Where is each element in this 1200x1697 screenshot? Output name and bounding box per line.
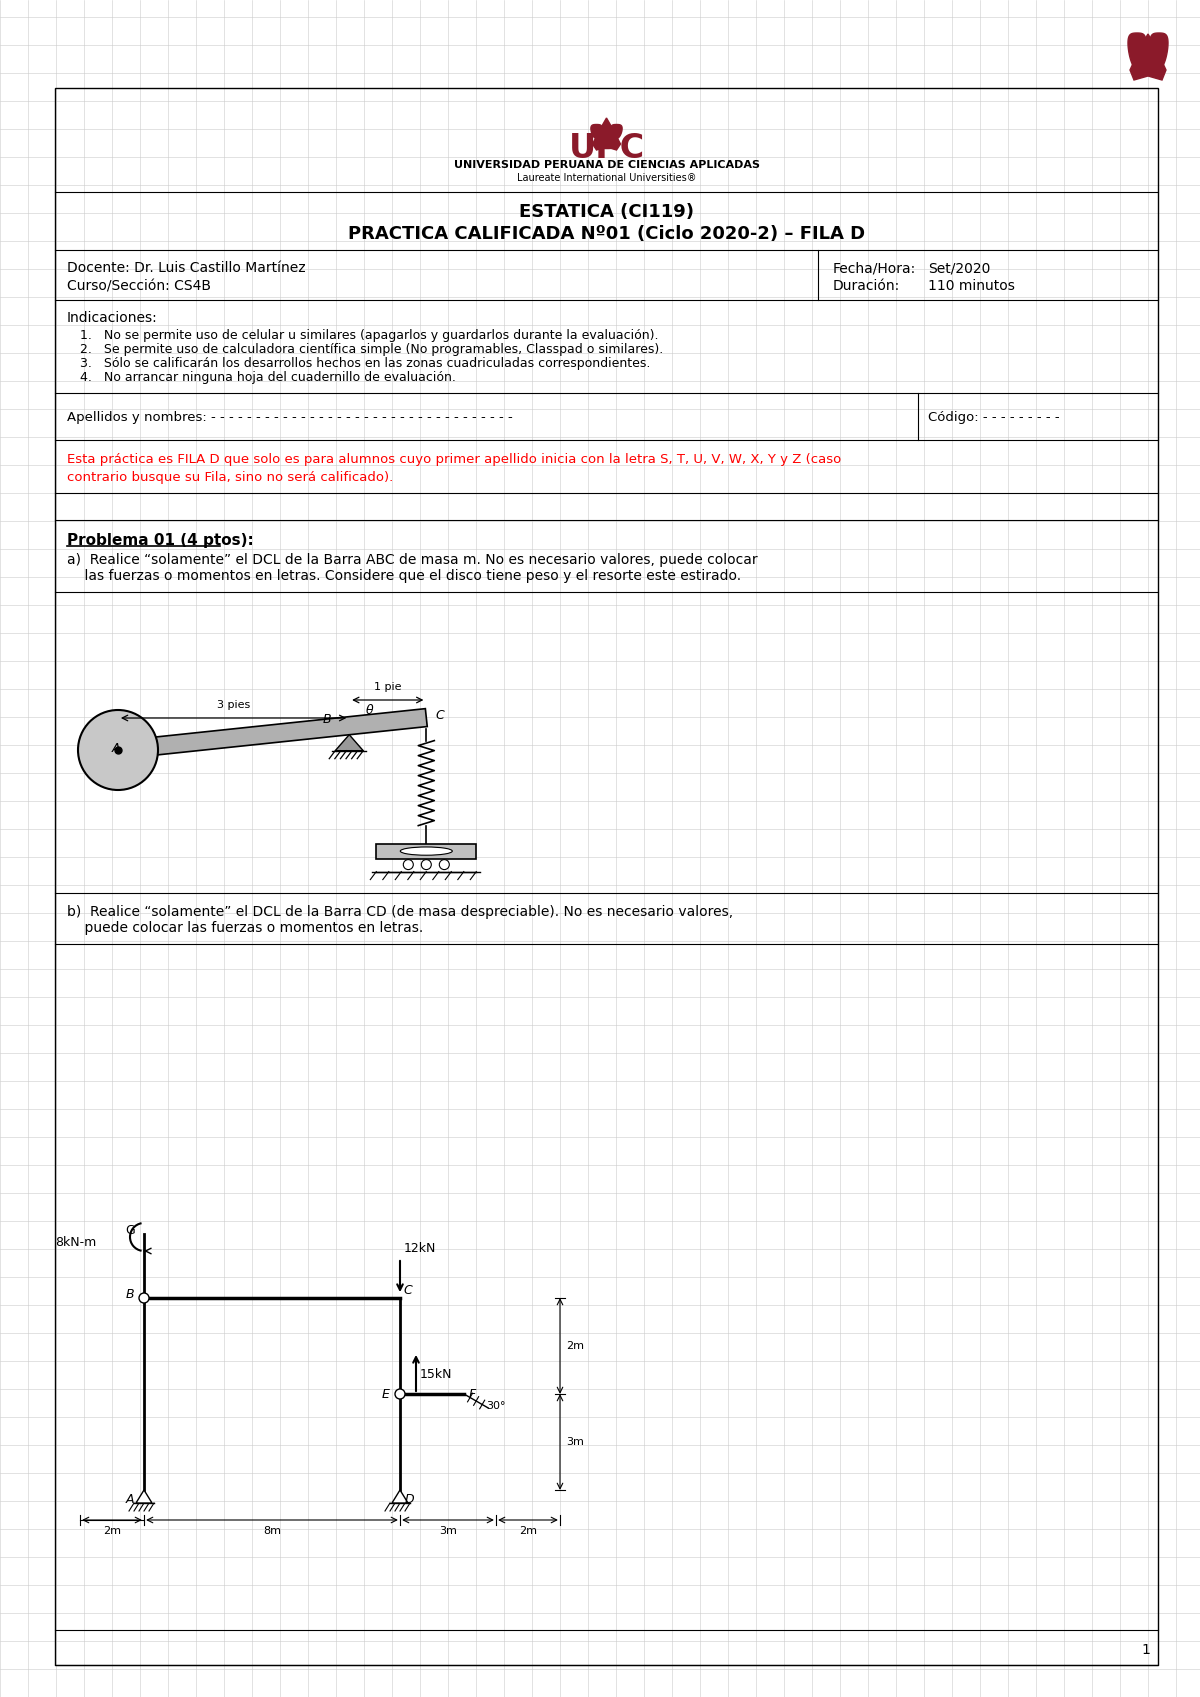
Text: 8kN-m: 8kN-m: [55, 1235, 96, 1249]
Text: A: A: [126, 1493, 134, 1505]
Text: B: B: [126, 1288, 134, 1302]
Circle shape: [439, 860, 449, 869]
Text: las fuerzas o momentos en letras. Considere que el disco tiene peso y el resorte: las fuerzas o momentos en letras. Consid…: [67, 568, 742, 584]
Text: 3.   Sólo se calificarán los desarrollos hechos en las zonas cuadriculadas corre: 3. Sólo se calificarán los desarrollos h…: [80, 358, 650, 370]
Ellipse shape: [401, 847, 452, 855]
Text: 2.   Se permite uso de calculadora científica simple (No programables, Classpad : 2. Se permite uso de calculadora científ…: [80, 343, 664, 356]
Polygon shape: [136, 1490, 152, 1504]
Polygon shape: [1150, 32, 1168, 70]
Text: 8m: 8m: [263, 1526, 281, 1536]
Text: UNIVERSIDAD PERUANA DE CIENCIAS APLICADAS: UNIVERSIDAD PERUANA DE CIENCIAS APLICADA…: [454, 160, 760, 170]
Text: PRACTICA CALIFICADA Nº01 (Ciclo 2020-2) – FILA D: PRACTICA CALIFICADA Nº01 (Ciclo 2020-2) …: [348, 226, 865, 243]
Text: UPC: UPC: [569, 131, 644, 165]
Text: 4.   No arrancar ninguna hoja del cuadernillo de evaluación.: 4. No arrancar ninguna hoja del cuaderni…: [80, 372, 456, 385]
Text: Apellidos y nombres: - - - - - - - - - - - - - - - - - - - - - - - - - - - - - -: Apellidos y nombres: - - - - - - - - - -…: [67, 411, 517, 424]
Circle shape: [78, 709, 158, 791]
Text: Problema 01 (4 ptos):: Problema 01 (4 ptos):: [67, 533, 253, 548]
Text: 2m: 2m: [520, 1526, 538, 1536]
Polygon shape: [335, 735, 364, 750]
Text: F: F: [469, 1388, 476, 1400]
Text: Duración:: Duración:: [833, 278, 900, 294]
Text: Curso/Sección: CS4B: Curso/Sección: CS4B: [67, 278, 211, 294]
Text: 1.   No se permite uso de celular u similares (apagarlos y guardarlos durante la: 1. No se permite uso de celular u simila…: [80, 329, 659, 341]
Text: C: C: [436, 709, 445, 723]
Text: Docente: Dr. Luis Castillo Martínez: Docente: Dr. Luis Castillo Martínez: [67, 261, 306, 275]
Text: Set/2020: Set/2020: [928, 261, 990, 275]
Text: D: D: [406, 1493, 415, 1505]
Polygon shape: [590, 124, 602, 139]
Text: Fecha/Hora:: Fecha/Hora:: [833, 261, 917, 275]
Polygon shape: [392, 1490, 408, 1504]
Text: 12kN: 12kN: [404, 1242, 437, 1256]
Text: 1: 1: [1141, 1643, 1150, 1656]
Polygon shape: [1130, 34, 1166, 80]
Circle shape: [421, 860, 431, 869]
Text: Laureate International Universities®: Laureate International Universities®: [517, 173, 696, 183]
Text: 2m: 2m: [103, 1526, 121, 1536]
Circle shape: [395, 1390, 406, 1398]
Text: Esta práctica es FILA D que solo es para alumnos cuyo primer apellido inicia con: Esta práctica es FILA D que solo es para…: [67, 453, 841, 467]
Bar: [377, 843, 476, 859]
Text: 30°: 30°: [486, 1402, 505, 1410]
Text: contrario busque su Fila, sino no será calificado).: contrario busque su Fila, sino no será c…: [67, 470, 394, 484]
Text: C: C: [403, 1283, 412, 1297]
Text: 110 minutos: 110 minutos: [928, 278, 1015, 294]
Polygon shape: [593, 119, 620, 149]
Polygon shape: [118, 709, 427, 759]
Text: B: B: [323, 713, 331, 726]
Text: $\theta$: $\theta$: [365, 703, 374, 716]
Text: puede colocar las fuerzas o momentos en letras.: puede colocar las fuerzas o momentos en …: [67, 921, 424, 935]
Circle shape: [403, 860, 413, 869]
Text: A: A: [112, 743, 120, 755]
Text: Indicaciones:: Indicaciones:: [67, 311, 157, 326]
Text: 3 pies: 3 pies: [217, 699, 251, 709]
Text: 3m: 3m: [566, 1437, 584, 1448]
Text: 3m: 3m: [439, 1526, 457, 1536]
Text: E: E: [382, 1388, 390, 1400]
Text: G: G: [125, 1225, 134, 1237]
Polygon shape: [1128, 32, 1146, 70]
Text: 2m: 2m: [566, 1341, 584, 1351]
Text: 1 pie: 1 pie: [374, 682, 402, 692]
Text: b)  Realice “solamente” el DCL de la Barra CD (de masa despreciable). No es nece: b) Realice “solamente” el DCL de la Barr…: [67, 905, 733, 920]
Text: ESTATICA (CI119): ESTATICA (CI119): [520, 204, 694, 221]
Text: a)  Realice “solamente” el DCL de la Barra ABC de masa m. No es necesario valore: a) Realice “solamente” el DCL de la Barr…: [67, 553, 757, 567]
Text: 15kN: 15kN: [420, 1368, 452, 1380]
Text: Código: - - - - - - - - -: Código: - - - - - - - - -: [928, 411, 1064, 424]
Circle shape: [139, 1293, 149, 1303]
Polygon shape: [611, 124, 622, 139]
